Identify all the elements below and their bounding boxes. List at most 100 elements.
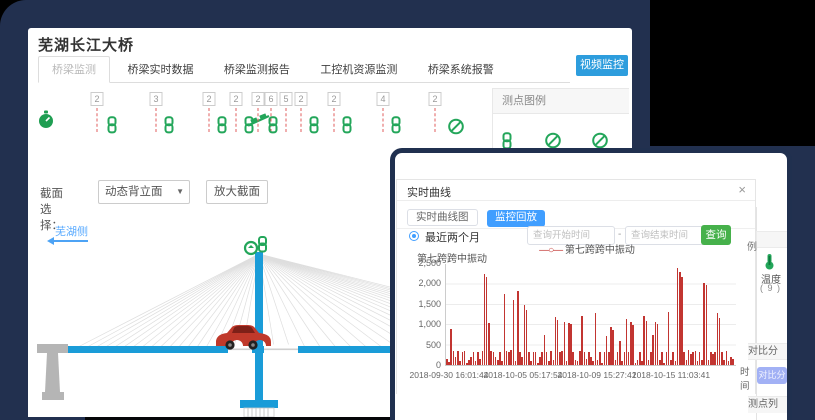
zoom-section-button[interactable]: 放大截面 <box>206 180 268 204</box>
chart-bar <box>676 267 679 365</box>
sensor-dash-line <box>333 108 335 132</box>
chart-bar <box>450 329 452 365</box>
query-end-time-input[interactable] <box>625 226 713 245</box>
ban-icon[interactable] <box>448 118 465 140</box>
chain-icon[interactable] <box>217 116 228 139</box>
sensor-count-badge[interactable]: 2 <box>294 92 308 106</box>
sensor-count-badge[interactable]: 2 <box>202 92 216 106</box>
chart-bar <box>683 351 685 365</box>
sensor-count-badge[interactable]: 6 <box>264 92 278 106</box>
dialog-title: 实时曲线 <box>407 187 451 199</box>
compare-analysis-button[interactable]: 对比分析 <box>757 367 787 384</box>
chevron-down-icon: ▼ <box>176 187 184 196</box>
section-select-dropdown[interactable]: 动态背立面 ▼ <box>98 180 190 204</box>
bridge-deck <box>58 346 632 353</box>
realtime-curve-dialog: 实时曲线 × 实时曲线图 监控回放 最近两个月 - 查询 —○— 第七跨跨中振动… <box>396 179 756 394</box>
chain-icon[interactable] <box>342 116 353 139</box>
chart-bar <box>532 351 535 365</box>
chart-bar <box>687 350 690 365</box>
legend-ban-icon[interactable] <box>592 132 609 154</box>
x-tick: 2018-10-15 11:03:41 <box>631 370 711 380</box>
thermometer-icon[interactable] <box>763 253 776 275</box>
video-monitor-button[interactable]: 视频监控 <box>576 55 628 76</box>
tower-pier-cap <box>240 400 278 408</box>
tab-monitor-playback[interactable]: 监控回放 <box>486 210 545 227</box>
chart-bar <box>654 322 657 365</box>
vibration-chart-plot <box>445 264 736 366</box>
desktop-black-strip <box>85 417 645 420</box>
sensor-count-badge[interactable]: 2 <box>428 92 442 106</box>
chart-bar <box>461 351 464 365</box>
chart-bar <box>727 361 730 365</box>
sensor-dash-line <box>208 108 210 132</box>
chart-bar <box>661 351 663 365</box>
chart-bar <box>568 323 570 365</box>
chart-bar <box>541 351 543 365</box>
chart-bar <box>574 360 577 365</box>
chart-bar <box>647 360 650 365</box>
query-start-time-input[interactable] <box>527 226 615 245</box>
dialog-header: 实时曲线 × <box>397 180 755 201</box>
chart-bar <box>576 361 579 365</box>
chart-bar <box>536 362 539 365</box>
last-two-months-radio[interactable] <box>409 231 419 241</box>
chart-bar <box>656 324 659 365</box>
legend-ban-icon[interactable] <box>545 132 562 154</box>
tilt-icon[interactable] <box>247 112 271 132</box>
chart-bar <box>588 351 590 365</box>
sensor-count-badge[interactable]: 2 <box>327 92 341 106</box>
backdrop-legend-fragment: 例 <box>747 242 757 253</box>
tab-ipc-resource-monitor[interactable]: 工控机资源监测 <box>320 64 398 76</box>
sensor-dash-line <box>300 108 302 132</box>
sensor-count-badge[interactable]: 5 <box>279 92 293 106</box>
chart-bar <box>712 354 714 365</box>
chain-icon[interactable] <box>164 116 175 139</box>
section-select-label: 截面选择： <box>40 188 63 232</box>
tower-sensor-chain-icon[interactable] <box>258 236 267 253</box>
chain-icon[interactable] <box>107 116 118 139</box>
legend-series-label: 第七跨跨中振动 <box>564 245 635 256</box>
query-button[interactable]: 查询 <box>701 225 731 245</box>
close-icon[interactable]: × <box>738 182 746 197</box>
chart-bar <box>643 316 645 365</box>
chart-legend[interactable]: —○— 第七跨跨中振动 <box>517 241 657 256</box>
chart-bar <box>605 336 608 365</box>
sensor-count-badge[interactable]: 3 <box>149 92 163 106</box>
chain-icon[interactable] <box>309 116 320 139</box>
chain-icon[interactable] <box>268 116 279 139</box>
tab-bridge-monitor[interactable]: 桥梁监测 <box>38 56 110 83</box>
sensor-dash-line <box>382 108 384 132</box>
chain-icon[interactable] <box>391 116 402 139</box>
sensor-count-badge[interactable]: 2 <box>90 92 104 106</box>
chart-bar <box>621 361 623 365</box>
sensor-dash-line <box>285 108 287 132</box>
left-arrow-icon <box>47 237 88 245</box>
chart-bar <box>639 351 641 365</box>
stopwatch-icon[interactable] <box>38 110 55 135</box>
chart-bar <box>474 361 477 365</box>
sensor-count-badge[interactable]: 4 <box>376 92 390 106</box>
tab-bridge-monitor-report[interactable]: 桥梁监测报告 <box>223 64 290 76</box>
chart-bar <box>710 351 712 365</box>
chart-bar <box>446 358 448 365</box>
y-tick: 500 <box>425 339 441 350</box>
chart-bar <box>563 322 566 365</box>
chart-bar <box>519 351 521 365</box>
deck-joint-line <box>228 348 252 351</box>
point-list-header: 测点列表 <box>748 396 787 413</box>
chart-bar <box>607 351 610 365</box>
tab-bridge-system-alarm[interactable]: 桥梁系统报警 <box>427 64 494 76</box>
chart-bar <box>554 317 557 365</box>
chart-bar <box>732 358 734 365</box>
chart-bar <box>488 323 490 365</box>
chart-bar <box>514 361 517 365</box>
chart-bar <box>561 351 563 365</box>
chart-bar <box>665 351 668 365</box>
sensor-count-badge[interactable]: 2 <box>251 92 265 106</box>
tab-bridge-realtime-data[interactable]: 桥梁实时数据 <box>127 64 194 76</box>
date-range-separator: - <box>618 229 622 240</box>
tower-sensor-refresh-icon[interactable] <box>243 240 259 256</box>
chart-bar <box>714 351 716 365</box>
sensor-count-badge[interactable]: 2 <box>229 92 243 106</box>
tab-realtime-curve-chart[interactable]: 实时曲线图 <box>407 209 478 226</box>
